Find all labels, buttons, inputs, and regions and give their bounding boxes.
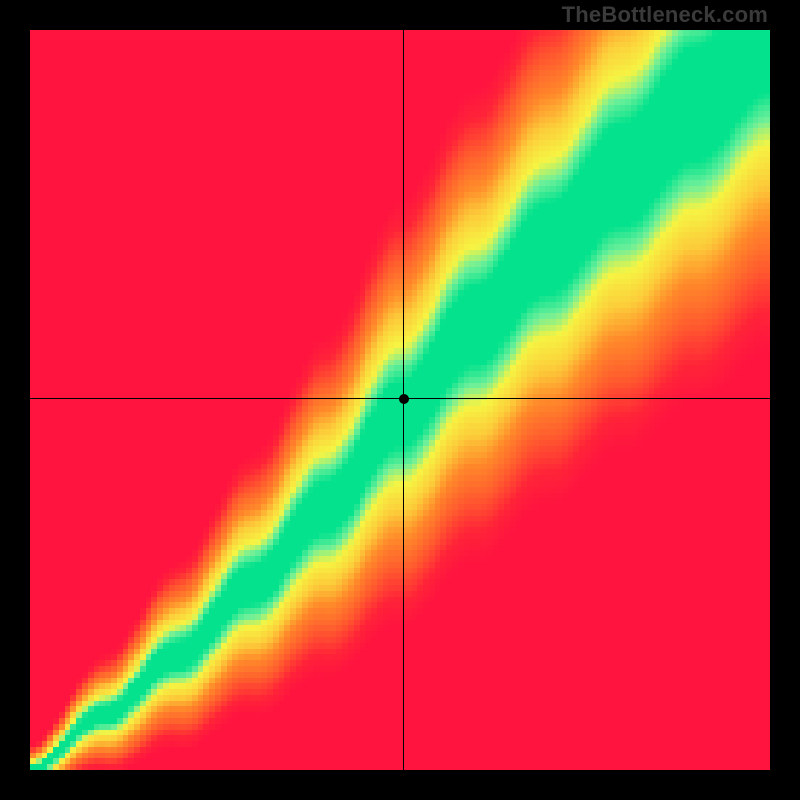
- crosshair-marker: [399, 394, 409, 404]
- bottleneck-heatmap: [30, 30, 770, 770]
- watermark-text: TheBottleneck.com: [562, 2, 768, 28]
